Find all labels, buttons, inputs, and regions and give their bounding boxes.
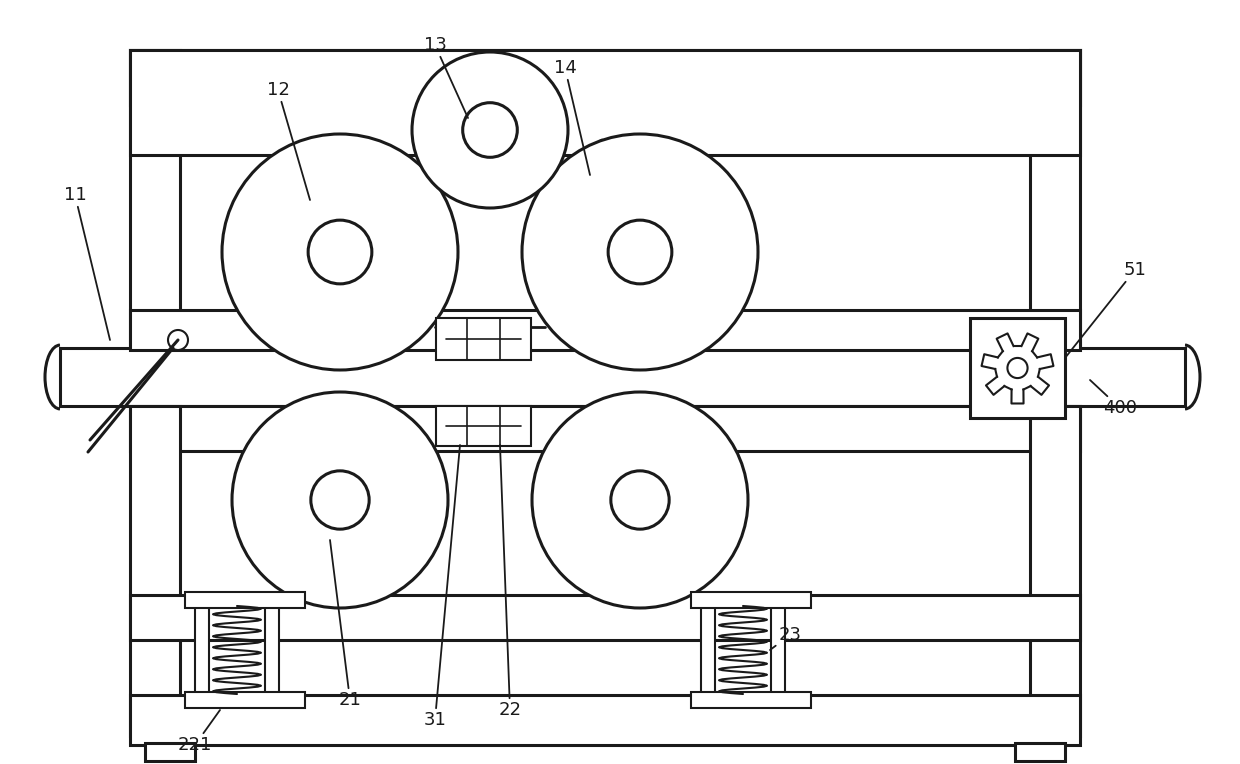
Text: 14: 14	[553, 59, 590, 175]
Bar	[1016, 743, 1065, 761]
Bar	[691, 692, 811, 708]
Circle shape	[522, 134, 758, 370]
Bar	[691, 592, 811, 608]
Bar	[185, 592, 305, 608]
Circle shape	[1007, 358, 1028, 378]
Circle shape	[222, 134, 458, 370]
Bar	[701, 594, 715, 706]
Bar	[145, 743, 195, 761]
Circle shape	[311, 471, 370, 529]
Circle shape	[608, 220, 672, 284]
Bar	[436, 406, 531, 446]
Text: 400: 400	[1090, 380, 1137, 417]
Bar	[1030, 50, 1080, 350]
Bar	[130, 406, 1080, 451]
Bar	[265, 594, 279, 706]
Circle shape	[167, 330, 188, 350]
Text: 12: 12	[267, 81, 310, 200]
Circle shape	[308, 220, 372, 284]
Bar	[195, 594, 210, 706]
Bar	[130, 50, 180, 350]
Bar	[771, 594, 785, 706]
Bar	[130, 310, 1080, 350]
Text: 13: 13	[424, 36, 467, 118]
Bar	[60, 348, 1185, 406]
Bar	[130, 406, 180, 736]
Circle shape	[532, 392, 748, 608]
Bar	[970, 318, 1065, 418]
Text: 221: 221	[177, 710, 219, 754]
Circle shape	[412, 52, 568, 208]
Bar	[60, 348, 1185, 406]
Circle shape	[463, 102, 517, 157]
Text: 23: 23	[770, 626, 801, 650]
Bar	[130, 695, 1080, 745]
Bar	[436, 318, 531, 360]
Bar	[185, 692, 305, 708]
Text: 11: 11	[63, 186, 110, 340]
Text: 51: 51	[1065, 261, 1147, 358]
Bar	[1030, 406, 1080, 736]
Text: 22: 22	[498, 445, 522, 719]
Text: 31: 31	[424, 445, 460, 729]
Text: 21: 21	[330, 540, 361, 709]
Bar	[130, 50, 1080, 155]
Circle shape	[611, 471, 670, 529]
Circle shape	[232, 392, 448, 608]
Bar	[130, 595, 1080, 640]
Bar	[130, 50, 1080, 105]
